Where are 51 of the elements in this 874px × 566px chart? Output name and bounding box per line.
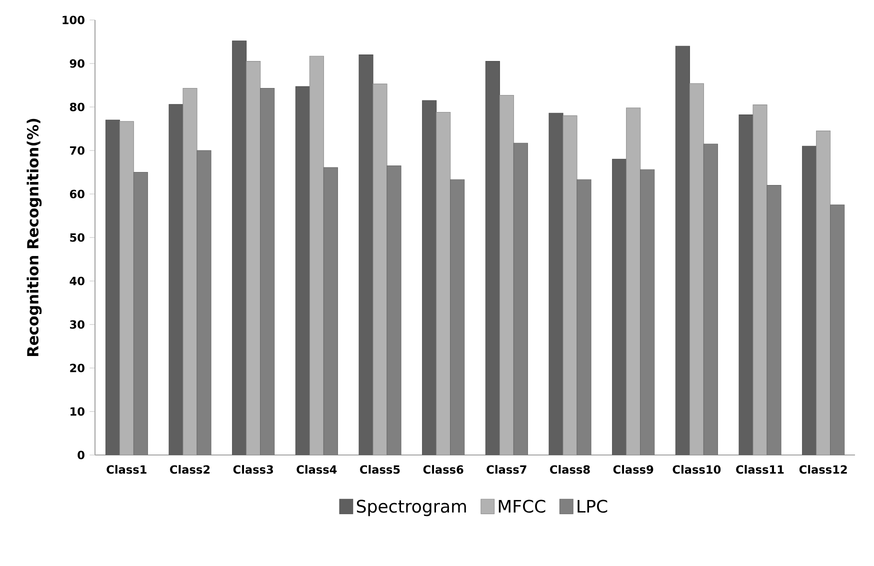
bar [232, 40, 247, 455]
y-tick-label: 70 [70, 146, 84, 155]
x-tick-label: Class10 [672, 465, 721, 474]
x-tick-label: Class8 [550, 465, 590, 474]
x-tick-label: Class5 [360, 465, 400, 474]
bar [513, 142, 528, 455]
x-tick-label: Class9 [613, 465, 654, 474]
bar [196, 150, 212, 455]
y-tick-label: 0 [78, 450, 84, 460]
y-tick-label: 80 [70, 102, 84, 112]
bar [450, 179, 465, 455]
bar [133, 172, 148, 455]
x-tick-label: Class6 [423, 465, 464, 474]
bar [260, 88, 275, 455]
bar [738, 114, 754, 455]
legend-label: MFCC [498, 500, 546, 513]
y-axis-title: Recognition Recognition(%) [26, 118, 42, 356]
y-tick-label: 50 [70, 233, 84, 242]
bar [358, 54, 374, 455]
bar [323, 167, 338, 455]
bar [640, 169, 655, 455]
x-tick-label: Class7 [486, 465, 526, 474]
bar [168, 104, 184, 455]
y-tick-label: 30 [70, 320, 84, 329]
y-tick-label: 40 [70, 276, 84, 286]
y-tick-label: 10 [70, 407, 84, 416]
y-tick-label: 60 [70, 190, 84, 198]
bar [386, 165, 402, 455]
bar [576, 179, 592, 455]
bar [766, 185, 782, 455]
bar [295, 86, 310, 455]
legend-label: LPC [578, 500, 608, 513]
bar [802, 146, 817, 455]
y-tick-label: 90 [70, 59, 84, 68]
bar [422, 100, 437, 455]
x-tick-label: Class1 [106, 465, 146, 474]
bar [830, 204, 845, 455]
x-tick-label: Class12 [799, 465, 847, 474]
bar [548, 112, 564, 455]
bar [105, 120, 120, 455]
bar [485, 61, 500, 455]
y-tick-label: 20 [70, 364, 84, 372]
x-tick-label: Class3 [233, 465, 273, 474]
bar [675, 46, 690, 455]
bar [612, 158, 627, 455]
legend-label: Spectrogram [356, 500, 466, 516]
y-tick-label: 100 [62, 16, 84, 24]
x-tick-label: Class11 [736, 465, 784, 474]
bar [703, 144, 718, 455]
x-tick-label: Class2 [170, 465, 210, 474]
x-tick-label: Class4 [296, 465, 337, 474]
